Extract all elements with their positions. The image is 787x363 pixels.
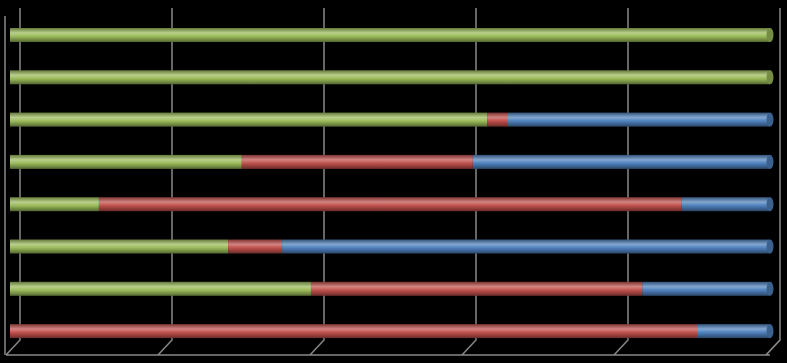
- floor-edge: [765, 339, 781, 356]
- bar-segment: [697, 324, 770, 339]
- bar-segment: [10, 239, 229, 254]
- bar-cap: [766, 281, 774, 296]
- bar-segment: [681, 197, 770, 212]
- bar-segment: [10, 281, 311, 296]
- bar-segment: [310, 281, 643, 296]
- bar-cap: [766, 324, 774, 339]
- bar-segment: [98, 197, 682, 212]
- bar-segment: [507, 112, 770, 127]
- bar-segment: [10, 112, 488, 127]
- bar-segment: [10, 154, 242, 169]
- bar-cap: [766, 28, 774, 42]
- bar-segment: [241, 154, 473, 169]
- bar-cap: [766, 197, 774, 212]
- bar-segment: [228, 239, 283, 254]
- bar-segment: [282, 239, 770, 254]
- bar-segment: [472, 154, 770, 169]
- bar-cap: [766, 154, 774, 169]
- bar-segment: [10, 70, 770, 85]
- bar-segment: [487, 112, 508, 127]
- bar-segment: [10, 28, 770, 42]
- bar-segment: [642, 281, 770, 296]
- bar-segment: [10, 324, 698, 339]
- bar-segment: [10, 197, 99, 212]
- bar-cap: [766, 70, 774, 85]
- bar-cap: [766, 239, 774, 254]
- bar-cap: [766, 112, 774, 127]
